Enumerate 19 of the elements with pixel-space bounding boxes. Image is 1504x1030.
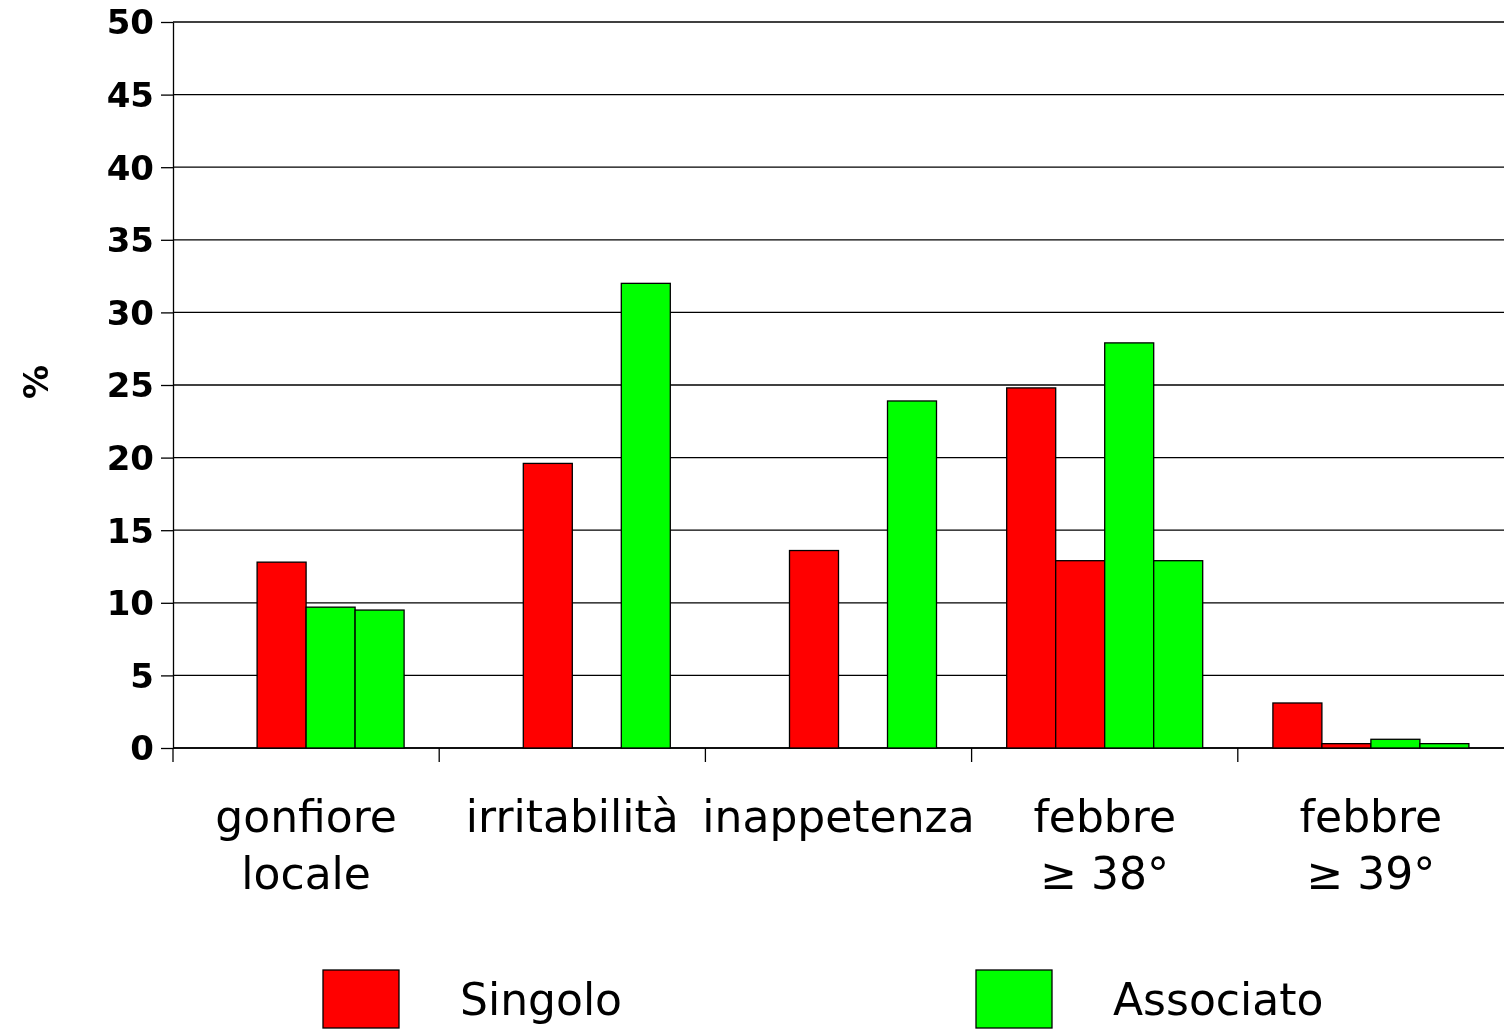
y-tick-label: 50 [106, 2, 154, 43]
y-tick-label: 20 [106, 438, 154, 478]
x-tick-label: febbre ≥ 39° [1299, 791, 1443, 899]
y-axis-title: % [16, 364, 56, 400]
y-tick-label: 25 [106, 365, 154, 406]
y-tick-label: 5 [130, 655, 154, 696]
x-tick-label: gonfiore locale [215, 791, 397, 899]
y-tick-label: 0 [130, 728, 154, 769]
y-tick-label: 40 [106, 147, 154, 188]
legend-label: Associato [1113, 974, 1324, 1025]
y-tick-label: 30 [106, 292, 154, 333]
x-tick-label: irritabilità [465, 791, 679, 842]
y-tick-label: 15 [106, 510, 154, 551]
y-tick-label: 35 [106, 220, 154, 261]
x-tick-label: inappetenza [702, 791, 975, 842]
x-tick-label: febbre ≥ 38° [1033, 791, 1177, 899]
legend-label: Singolo [460, 974, 623, 1025]
y-tick-label: 10 [106, 583, 154, 624]
y-tick-label: 45 [106, 75, 154, 115]
